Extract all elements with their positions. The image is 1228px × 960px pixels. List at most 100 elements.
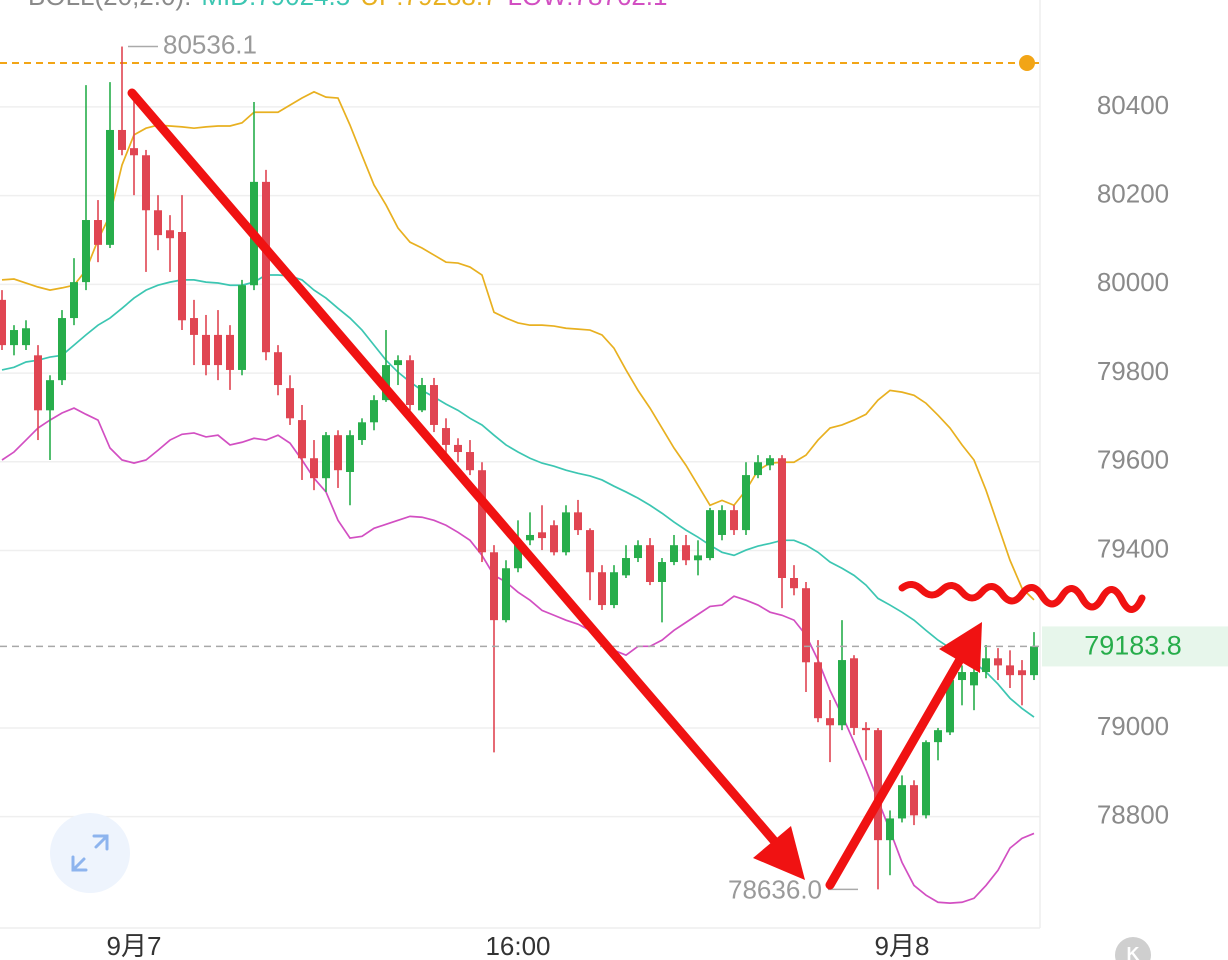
candle-body bbox=[586, 530, 594, 573]
candle-body bbox=[634, 545, 642, 559]
candle-body bbox=[874, 730, 882, 841]
candle-body bbox=[358, 422, 366, 441]
candle-body bbox=[106, 129, 114, 245]
candle-body bbox=[118, 129, 126, 150]
hand-annotations bbox=[127, 88, 1146, 890]
candle-body bbox=[538, 532, 546, 539]
candle-body bbox=[466, 452, 474, 471]
candle-body bbox=[922, 742, 930, 816]
candle-body bbox=[838, 660, 846, 726]
candle-body bbox=[166, 230, 174, 239]
legend-entry: MID:79024.5 bbox=[201, 0, 350, 11]
candle-body bbox=[214, 334, 222, 366]
candle-body bbox=[262, 181, 270, 353]
candle-body bbox=[178, 232, 186, 321]
last-price-label: 79183.8 bbox=[1084, 631, 1182, 661]
candle-body bbox=[94, 220, 102, 245]
candle-body bbox=[934, 730, 942, 743]
candle-body bbox=[238, 285, 246, 370]
candle-body bbox=[754, 462, 762, 476]
candle-body bbox=[730, 510, 738, 531]
down-arrow-shaft bbox=[127, 88, 787, 855]
candle-body bbox=[946, 680, 954, 733]
resistance-scribble bbox=[898, 581, 1146, 613]
last-price-box bbox=[1042, 626, 1228, 667]
candle-body bbox=[502, 568, 510, 621]
candle-body bbox=[1006, 665, 1014, 676]
candle-body bbox=[814, 662, 822, 719]
candle-body bbox=[994, 658, 1002, 666]
candle-body bbox=[490, 552, 498, 621]
y-tick-label: 79800 bbox=[1097, 356, 1169, 386]
candle-body bbox=[82, 220, 90, 283]
y-tick-label: 79400 bbox=[1097, 533, 1169, 563]
candle-body bbox=[394, 360, 402, 366]
candle-body bbox=[0, 299, 6, 346]
candle-body bbox=[1018, 670, 1026, 676]
candle-body bbox=[34, 355, 42, 411]
candle-body bbox=[310, 458, 318, 479]
band-line bbox=[1, 274, 1035, 718]
candle-body bbox=[418, 385, 426, 411]
candle-body bbox=[1030, 646, 1038, 676]
y-tick-label: 80200 bbox=[1097, 179, 1169, 209]
band-line bbox=[1, 407, 1035, 905]
candle-body bbox=[226, 334, 234, 370]
candle-body bbox=[430, 385, 438, 425]
candle-body bbox=[886, 818, 894, 841]
candle-body bbox=[982, 658, 990, 673]
band-line bbox=[1, 90, 1035, 601]
candle-body bbox=[862, 727, 870, 731]
down-arrow-head bbox=[753, 826, 805, 880]
candle-body bbox=[562, 512, 570, 553]
y-tick-label: 80400 bbox=[1097, 90, 1169, 120]
max-label: 80536.1 bbox=[163, 29, 257, 59]
candle-body bbox=[622, 558, 630, 576]
candle-body bbox=[22, 328, 30, 346]
candle-body bbox=[682, 545, 690, 561]
candle-body bbox=[790, 578, 798, 589]
candle-body bbox=[766, 458, 774, 466]
x-tick-label: 16:00 bbox=[485, 931, 550, 960]
candle-body bbox=[802, 588, 810, 663]
candle-body bbox=[514, 540, 522, 569]
candle-body bbox=[658, 562, 666, 582]
candle-body bbox=[826, 718, 834, 726]
candle-body bbox=[898, 785, 906, 819]
candle-body bbox=[202, 334, 210, 366]
legend-entry: UP:79288.7 bbox=[360, 0, 497, 11]
candle-body bbox=[778, 458, 786, 579]
legend-indicator: BOLL(20,2.0): bbox=[28, 0, 191, 11]
candle-body bbox=[274, 352, 282, 386]
candle-body bbox=[130, 148, 138, 156]
candle-body bbox=[190, 318, 198, 335]
expand-button-bg[interactable] bbox=[50, 813, 130, 893]
candle-body bbox=[706, 510, 714, 559]
logo-bg bbox=[1115, 937, 1151, 960]
candle-body bbox=[70, 282, 78, 319]
legend-entry: LOW:78762.1 bbox=[508, 0, 668, 11]
y-tick-label: 79000 bbox=[1097, 711, 1169, 741]
candle-body bbox=[718, 510, 726, 535]
candle-body bbox=[298, 420, 306, 459]
candle-body bbox=[334, 435, 342, 471]
candle-body bbox=[406, 360, 414, 406]
expand-icon[interactable] bbox=[71, 834, 109, 872]
candle-body bbox=[574, 512, 582, 531]
legend: BOLL(20,2.0): MID:79024.5 UP:79288.7 LOW:78… bbox=[28, 0, 667, 11]
candle-body bbox=[370, 400, 378, 423]
candle-body bbox=[346, 435, 354, 472]
up-arrow-shaft bbox=[825, 651, 967, 890]
candle-body bbox=[142, 155, 150, 211]
candle-body bbox=[10, 330, 18, 346]
candle-body bbox=[286, 388, 294, 419]
expand-button[interactable] bbox=[50, 813, 130, 893]
candle-body bbox=[550, 525, 558, 553]
candle-body bbox=[694, 555, 702, 561]
candle-body bbox=[970, 672, 978, 686]
y-tick-label: 80000 bbox=[1097, 267, 1169, 297]
